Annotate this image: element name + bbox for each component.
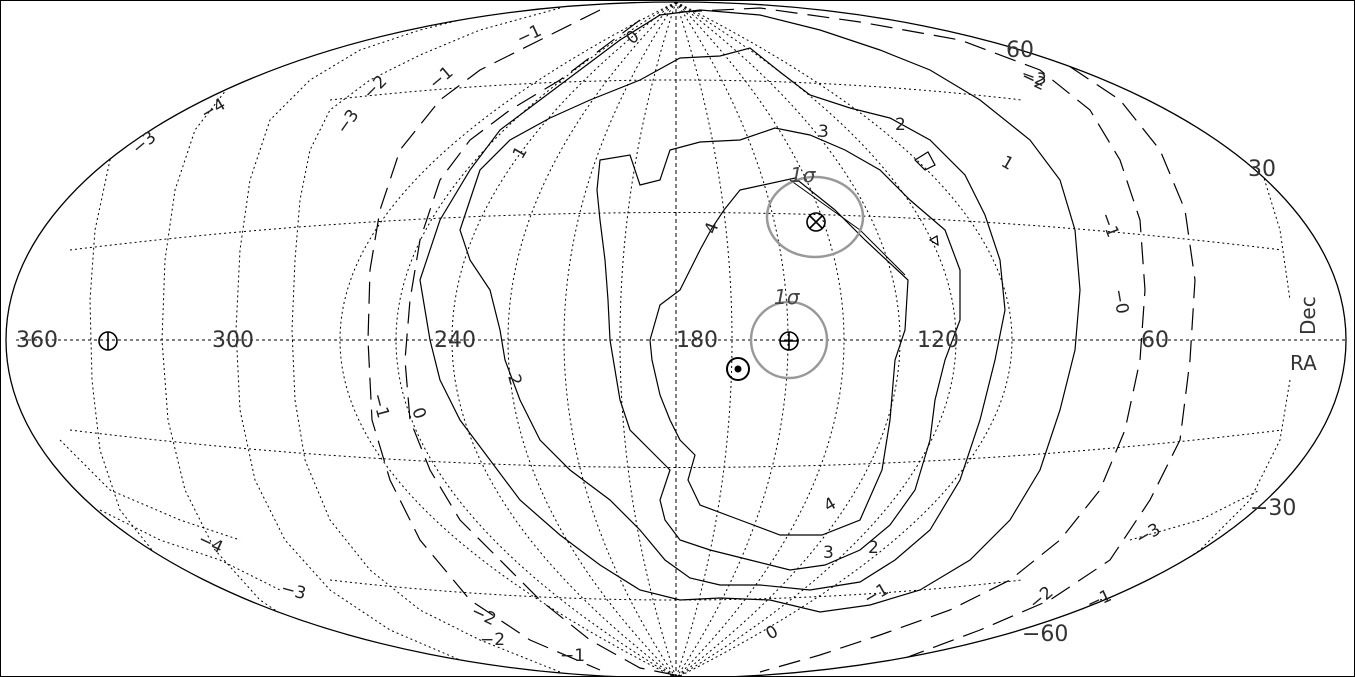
sigma-ellipse-upper [765,175,865,259]
contour-label: 4 [701,220,723,237]
contour-4 [649,177,909,536]
antipode-symbol [98,331,118,351]
contour-label: −2 [359,72,391,104]
contour-label: 4 [821,494,840,517]
contour-label: −2 [480,630,505,650]
contour-label: −1 [861,579,893,609]
contour-label: −3 [279,579,308,605]
contour-label: 2 [868,538,879,558]
contour-small-island-2 [928,235,939,247]
sigma-ellipse-lower [749,300,829,380]
contour-label: 2 [503,372,525,388]
contour-0-right [679,7,1146,673]
contour-label: 3 [823,543,834,563]
contour-label: −2 [468,601,499,630]
dec-axis-label: Dec [1296,296,1320,335]
sun-apex-symbol [726,357,750,381]
contour-label: −1 [1084,586,1115,615]
contour-label: −1 [560,646,585,666]
ra-grid [339,2,1013,677]
contour-label: −1 [425,62,457,93]
contour-label: −3 [333,106,364,138]
contour-label: 0 [407,405,429,422]
dec-label-30: 30 [1248,157,1276,182]
ra-label-120: 120 [917,328,959,353]
earth-symbol [779,331,799,351]
sigma-label-lower: 1σ [774,285,801,309]
contour-1 [419,9,1081,613]
ra-label-180: 180 [676,328,718,353]
contour-label: 2 [895,115,906,135]
contour-label: 1 [998,152,1017,175]
contour-0-left [404,19,681,677]
dec-label-minus30: −30 [1250,496,1296,521]
ra-axis-label: RA [1290,351,1317,375]
contour-label: −1 [367,391,393,420]
dec-label-minus60: −60 [1022,622,1068,647]
contour-label: −3 [1133,519,1165,549]
dashed-contours [367,2,1196,677]
dec-label-60: 60 [1006,38,1034,63]
contour-label: −4 [198,94,230,124]
contour-minus1-right [759,2,1196,661]
crossed-circle-symbol [806,212,826,232]
contour-2 [459,47,1006,591]
solid-contours [419,9,1081,613]
ra-label-300: 300 [212,328,254,353]
contour-small-island-1 [914,151,936,171]
sigma-label-upper: 1σ [790,163,817,187]
contour-label: −0 [1108,287,1132,315]
contour-label: −1 [1095,210,1122,240]
contour-label: 3 [818,122,829,142]
ra-label-240: 240 [434,328,476,353]
contour-3 [596,127,961,571]
ra-label-360: 360 [16,328,58,353]
ra-label-60: 60 [1141,328,1169,353]
contour-label: −3 [128,127,160,158]
contour-label: 0 [763,622,782,645]
contour-minus1-left [367,9,601,671]
contour-label: −1 [514,21,545,50]
contour-label: 1 [509,143,532,162]
